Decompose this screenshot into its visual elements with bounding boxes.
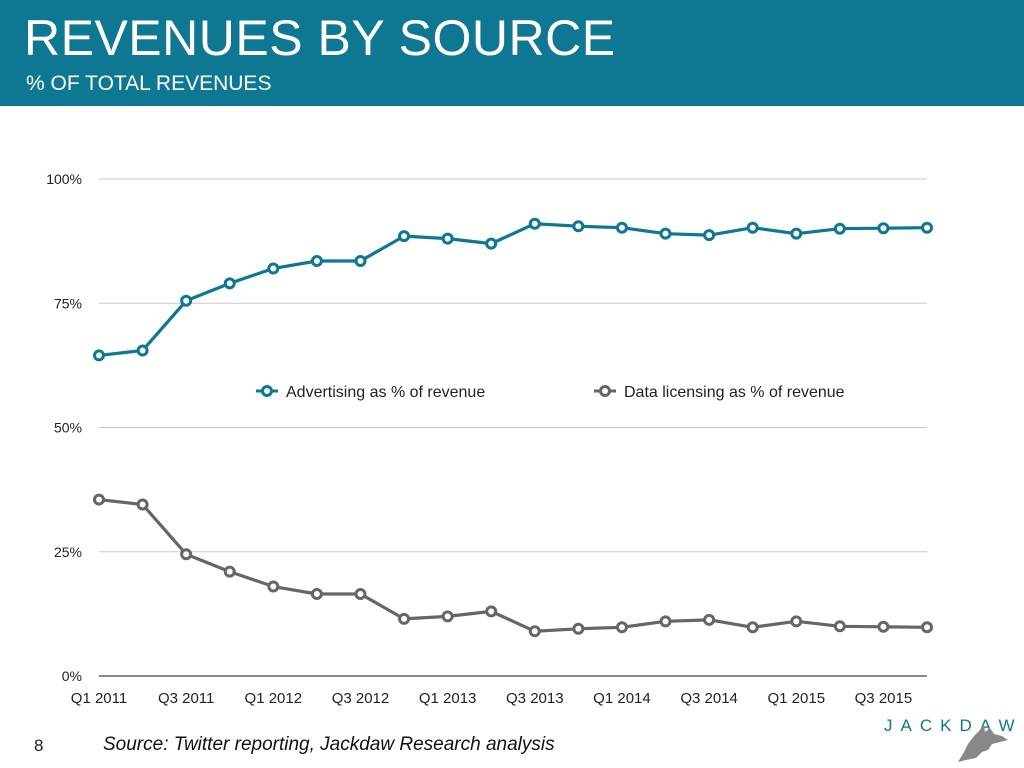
x-tick-label: Q1 2012: [245, 690, 303, 707]
data-point-advertising: [833, 222, 846, 235]
data-point-advertising: [746, 221, 759, 234]
legend-marker-advertising: [261, 385, 273, 397]
legend-label-advertising: Advertising as % of revenue: [286, 384, 485, 401]
data-point-advertising: [267, 262, 280, 275]
x-tick-label: Q1 2013: [419, 690, 477, 707]
data-point-data-licensing: [528, 625, 541, 638]
data-point-advertising: [398, 230, 411, 243]
data-point-advertising: [877, 222, 890, 235]
data-point-advertising: [310, 255, 323, 268]
y-tick-label: 0%: [62, 668, 82, 684]
data-point-data-licensing: [833, 620, 846, 633]
data-point-advertising: [441, 232, 454, 245]
x-tick-label: Q3 2012: [332, 690, 390, 707]
x-tick-label: Q3 2013: [506, 690, 564, 707]
legend-label-data-licensing: Data licensing as % of revenue: [624, 384, 845, 401]
grid-layer: [99, 178, 927, 677]
data-point-advertising: [528, 217, 541, 230]
data-point-advertising: [703, 229, 716, 242]
jackdaw-bird-icon: [958, 724, 1008, 762]
page-title: REVENUES BY SOURCE: [24, 10, 616, 66]
data-point-data-licensing: [790, 615, 803, 628]
y-tick-label: 100%: [46, 171, 82, 187]
series-line-advertising: [98, 222, 928, 358]
data-point-data-licensing: [615, 621, 628, 634]
data-point-advertising: [615, 221, 628, 234]
data-point-data-licensing: [485, 605, 498, 618]
data-point-data-licensing: [877, 620, 890, 633]
data-point-data-licensing: [310, 587, 323, 600]
legend-marker-data-licensing: [599, 385, 611, 397]
data-point-advertising: [659, 227, 672, 240]
data-point-data-licensing: [659, 615, 672, 628]
data-point-advertising: [485, 237, 498, 250]
x-tick-label: Q1 2011: [71, 690, 127, 707]
jackdaw-logo: JACKDAW: [884, 716, 1015, 764]
data-point-advertising: [790, 227, 803, 240]
data-point-advertising: [136, 344, 149, 357]
data-point-advertising: [93, 349, 105, 362]
chart-legend: Advertising as % of revenue Data licensi…: [256, 384, 845, 401]
x-tick-label: Q1 2014: [593, 690, 651, 707]
x-tick-label: Q3 2014: [680, 690, 738, 707]
data-point-data-licensing: [703, 613, 716, 626]
source-note: Source: Twitter reporting, Jackdaw Resea…: [103, 734, 555, 755]
data-point-data-licensing: [354, 587, 367, 600]
y-axis-ticks: 0% 25% 50% 75% 100%: [46, 171, 82, 684]
page-number: 8: [34, 736, 44, 755]
page-subtitle: % OF TOTAL REVENUES: [26, 72, 272, 95]
y-tick-label: 75%: [54, 295, 82, 311]
data-point-data-licensing: [398, 612, 411, 625]
data-point-data-licensing: [267, 580, 280, 593]
data-point-data-licensing: [93, 493, 105, 506]
series-layer: [93, 217, 933, 638]
series-line-data-licensing: [98, 497, 928, 633]
x-tick-label: Q3 2011: [158, 690, 214, 707]
data-point-advertising: [921, 221, 933, 234]
data-point-data-licensing: [441, 610, 454, 623]
data-point-data-licensing: [572, 622, 585, 635]
data-point-advertising: [223, 277, 236, 290]
data-point-data-licensing: [223, 565, 236, 578]
data-point-data-licensing: [136, 498, 149, 511]
data-point-data-licensing: [746, 621, 759, 634]
x-tick-label: Q1 2015: [767, 690, 825, 707]
data-point-advertising: [180, 294, 193, 307]
data-point-data-licensing: [180, 548, 193, 561]
x-tick-label: Q3 2015: [855, 690, 913, 707]
data-point-advertising: [354, 255, 367, 268]
y-tick-label: 25%: [54, 544, 82, 560]
header-banner: REVENUES BY SOURCE % OF TOTAL REVENUES: [0, 0, 1024, 106]
y-tick-label: 50%: [54, 420, 82, 436]
data-point-advertising: [572, 220, 585, 233]
x-axis-ticks: Q1 2011 Q3 2011 Q1 2012 Q3 2012 Q1 2013 Q3 20…: [71, 690, 912, 707]
data-point-data-licensing: [921, 621, 933, 634]
